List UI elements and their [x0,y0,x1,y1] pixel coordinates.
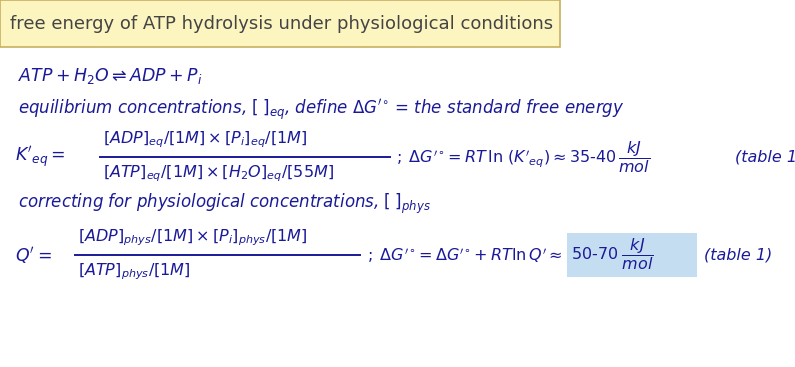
Text: $[ADP]_{eq}/[1M]\times[P_i]_{eq}/[1M]$: $[ADP]_{eq}/[1M]\times[P_i]_{eq}/[1M]$ [103,130,308,150]
Text: $K'_{eq}=$: $K'_{eq}=$ [15,144,65,170]
Text: free energy of ATP hydrolysis under physiological conditions: free energy of ATP hydrolysis under phys… [10,15,553,33]
Text: (table 1): (table 1) [704,247,772,262]
Bar [0,0,560,47]
Text: $50\text{-}70\;\dfrac{kJ}{mol}$: $50\text{-}70\;\dfrac{kJ}{mol}$ [571,236,653,272]
Text: $;\;\Delta G'^{\circ} = RT\,\ln\,(K'_{eq})\approx 35\text{-}40\,\dfrac{kJ}{mol}$: $;\;\Delta G'^{\circ} = RT\,\ln\,(K'_{eq… [396,139,650,175]
Bar [567,233,697,277]
Text: $Q'=$: $Q'=$ [15,244,52,265]
Text: $;\;\Delta G'^{\circ}=\Delta G'^{\circ}+RT\ln Q'\approx$: $;\;\Delta G'^{\circ}=\Delta G'^{\circ}+… [367,246,563,265]
Text: equilibrium concentrations, $[\;]_{eq}$, define $\Delta G'^{\circ}$ = the standa: equilibrium concentrations, $[\;]_{eq}$,… [18,97,625,123]
Text: $[ATP]_{eq}/[1M]\times[H_2O]_{eq}/[55M]$: $[ATP]_{eq}/[1M]\times[H_2O]_{eq}/[55M]$ [103,164,334,184]
Text: $[ATP]_{phys}/[1M]$: $[ATP]_{phys}/[1M]$ [78,262,191,282]
Text: $ATP + H_2O \rightleftharpoons ADP + P_i$: $ATP + H_2O \rightleftharpoons ADP + P_i… [18,66,203,86]
Text: $[ADP]_{phys}/[1M]\times[P_i]_{phys}/[1M]$: $[ADP]_{phys}/[1M]\times[P_i]_{phys}/[1M… [78,228,308,248]
Text: correcting for physiological concentrations, $[\;]_{phys}$: correcting for physiological concentrati… [18,192,431,216]
Text: (table 1): (table 1) [735,149,795,164]
